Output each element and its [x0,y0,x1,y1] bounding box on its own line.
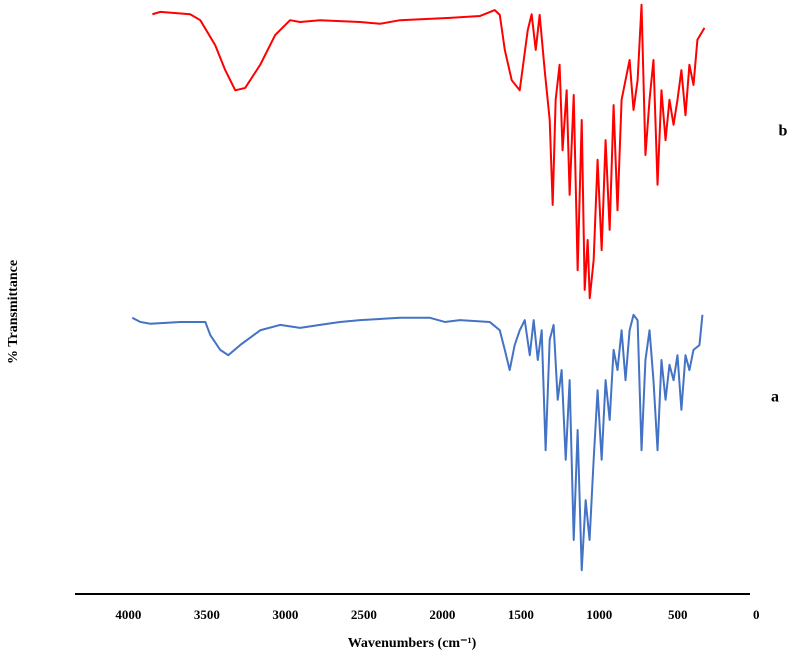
x-tick-label: 500 [668,607,688,622]
x-tick-label: 1000 [586,607,612,622]
x-axis-title: Wavenumbers (cm⁻¹) [348,636,477,651]
series-label: b [779,123,788,140]
x-tick-label: 1500 [508,607,534,622]
y-axis-title: % Transmittance [6,260,21,364]
x-tick-label: 3000 [272,607,298,622]
x-tick-label: 0 [753,607,760,622]
spectrum-line [152,3,706,300]
spectrum-line [131,313,704,572]
x-tick-label: 4000 [115,607,141,622]
x-tick-label: 2500 [351,607,377,622]
series-label: a [771,389,779,406]
x-tick-label: 3500 [194,607,220,622]
x-tick-label: 2000 [429,607,455,622]
